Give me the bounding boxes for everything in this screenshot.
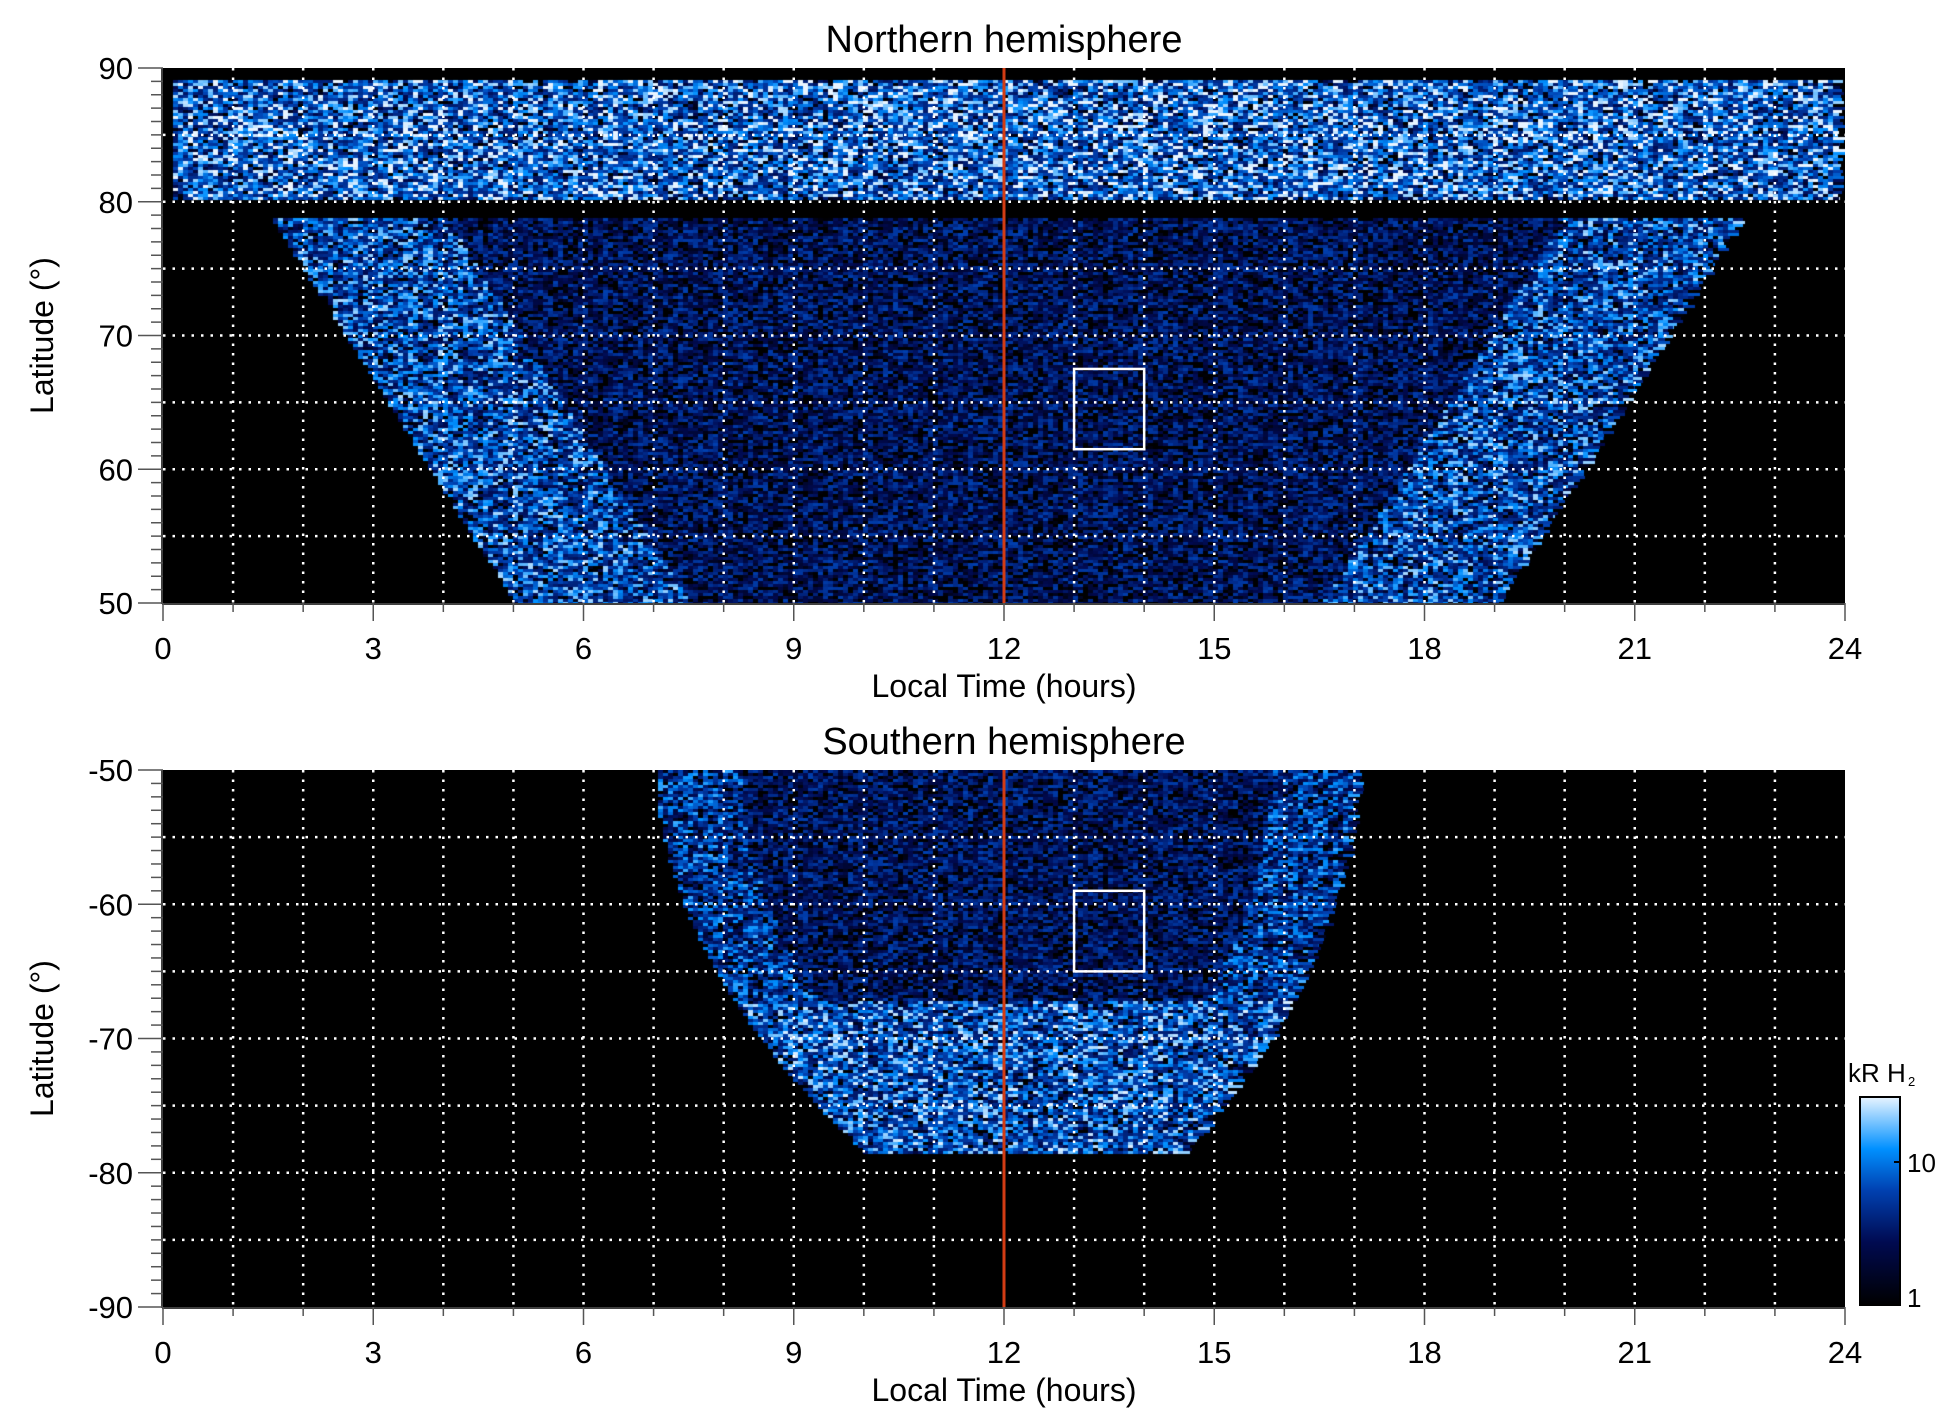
x-tick-label: 6 xyxy=(575,1335,592,1370)
panel-title: Northern hemisphere xyxy=(826,19,1183,61)
x-axis-label: Local Time (hours) xyxy=(872,1372,1137,1408)
region-box xyxy=(1072,367,1146,451)
y-tick-label: -50 xyxy=(88,753,133,788)
y-tick-label: 60 xyxy=(99,452,133,487)
x-tick-label: 15 xyxy=(1197,1335,1231,1370)
x-tick-label: 18 xyxy=(1407,1335,1441,1370)
colorbar-tick-label: 1 xyxy=(1907,1283,1921,1313)
y-tick-label: -60 xyxy=(88,887,133,922)
region-box xyxy=(1072,889,1146,973)
colorbar-tick-label: 10 xyxy=(1907,1148,1936,1178)
x-tick-label: 21 xyxy=(1618,1335,1652,1370)
y-tick-label: -80 xyxy=(88,1156,133,1191)
y-tick-label: -70 xyxy=(88,1022,133,1057)
x-tick-label: 12 xyxy=(987,631,1021,666)
y-tick-label: 80 xyxy=(99,185,133,220)
x-tick-label: 12 xyxy=(987,1335,1021,1370)
colorbar-label-subscript: 2 xyxy=(1908,1074,1915,1089)
panel-title: Southern hemisphere xyxy=(822,721,1185,763)
x-tick-label: 3 xyxy=(365,631,382,666)
colorbar-label: kR H xyxy=(1848,1058,1906,1088)
y-axis-label: Latitude (°) xyxy=(24,257,60,414)
x-tick-label: 6 xyxy=(575,631,592,666)
colorbar: kR H 2 10 1 xyxy=(1848,1058,1936,1313)
x-tick-label: 0 xyxy=(154,1335,171,1370)
x-axis-label: Local Time (hours) xyxy=(872,668,1137,704)
x-tick-label: 9 xyxy=(785,631,802,666)
north-panel: 50 60 70 80 90 0 3 6 9 12 15 18 21 24 Local Time (hour… xyxy=(24,19,1862,704)
y-tick-label: 50 xyxy=(99,586,133,621)
x-tick-label: 18 xyxy=(1407,631,1441,666)
y-axis-label: Latitude (°) xyxy=(24,960,60,1117)
x-tick-label: 9 xyxy=(785,1335,802,1370)
south-panel: -90 -80 -70 -60 -50 0 3 6 9 12 15 18 21 24 Local Time … xyxy=(24,721,1862,1408)
x-tick-label: 24 xyxy=(1828,1335,1862,1370)
x-tick-label: 0 xyxy=(154,631,171,666)
y-tick-label: -90 xyxy=(88,1290,133,1325)
x-tick-label: 3 xyxy=(365,1335,382,1370)
x-tick-label: 15 xyxy=(1197,631,1231,666)
y-tick-label: 70 xyxy=(99,319,133,354)
x-tick-label: 21 xyxy=(1618,631,1652,666)
x-tick-label: 24 xyxy=(1828,631,1862,666)
colorbar-gradient xyxy=(1859,1096,1901,1306)
y-tick-label: 90 xyxy=(99,51,133,86)
